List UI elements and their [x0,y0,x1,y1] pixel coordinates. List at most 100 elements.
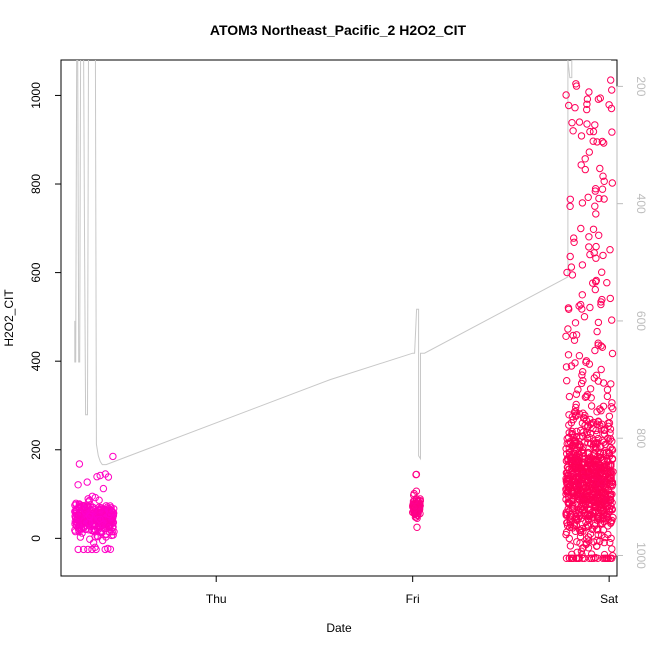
data-point [608,316,616,324]
data-point [582,392,591,401]
data-point [109,517,117,526]
data-point [583,105,591,114]
data-point [583,434,592,443]
data-point [608,349,617,358]
data-point [608,86,616,94]
data-point [564,351,573,359]
data-point [585,88,593,96]
data-point [565,101,573,110]
data-point [567,419,576,427]
data-point [562,510,570,518]
x-axis-label: Date [326,621,352,635]
data-point [606,294,614,303]
data-point [588,497,596,505]
data-point [600,139,608,147]
data-point [586,250,594,259]
data-point [579,544,587,552]
data-point [566,195,574,204]
data-point [78,529,86,537]
data-point [608,478,617,486]
data-point [589,513,597,521]
data-point [73,520,82,528]
data-point [414,509,422,517]
data-point [603,554,611,562]
data-point [582,357,591,365]
data-point [587,511,595,519]
data-point [590,457,599,465]
data-point [586,303,594,312]
data-point [608,179,616,187]
data-point [604,456,612,465]
data-point [583,100,591,109]
data-point [570,336,579,344]
data-point [594,339,602,347]
data-point [572,403,580,412]
data-point [589,225,598,234]
data-point [578,261,587,269]
data-point [74,545,82,554]
data-point [605,437,613,445]
data-point [578,199,587,207]
data-point [93,473,101,481]
data-point [586,385,595,393]
data-point [86,512,94,520]
data-point [563,511,571,519]
data-point [566,252,574,261]
data-point [89,539,98,547]
data-point [595,194,603,203]
data-point [594,434,602,443]
data-point [589,137,597,145]
data-point [598,268,606,276]
data-point [599,172,607,180]
data-point [592,242,600,251]
y-axis-right: 200 400 600 800 1000 [616,76,648,569]
data-point [600,195,608,203]
data-point [590,374,598,382]
data-point [83,478,91,486]
data-point [584,455,592,463]
data-point [99,536,107,545]
data-point [585,554,593,562]
data-point [565,465,573,473]
data-point [591,285,599,294]
data-point [577,161,585,169]
data-point [594,439,602,447]
data-point [410,504,418,513]
y-tick-label: 0 [29,535,43,542]
data-point [591,502,600,510]
data-point [599,251,607,260]
data-point [604,471,613,479]
data-point [82,508,90,516]
data-point [99,484,108,493]
data-point [562,332,570,340]
data-point [591,479,600,487]
data-point [76,522,84,530]
data-point [581,411,589,420]
data-point [79,545,88,554]
data-point [599,379,608,387]
y-tick-label: 400 [29,351,43,371]
data-point [564,304,573,312]
data-point [73,516,81,524]
data-point [608,516,616,525]
data-point [575,450,584,459]
data-point [96,515,104,523]
data-point [581,165,589,174]
data-point [598,515,606,523]
data-point [606,554,615,562]
plot-frame [60,59,618,577]
data-point [81,503,89,511]
data-point [607,104,616,113]
data-point [608,545,616,553]
y-axis-label: H2O2_CIT [2,289,16,347]
data-point [105,510,113,519]
data-point [599,526,608,534]
data-point [591,187,599,195]
data-point [603,279,611,287]
data-point [587,440,595,448]
data-point [579,409,587,417]
data-point [562,363,571,371]
data-point [587,402,596,410]
data-point [581,421,589,429]
data-points-layer [71,76,617,562]
